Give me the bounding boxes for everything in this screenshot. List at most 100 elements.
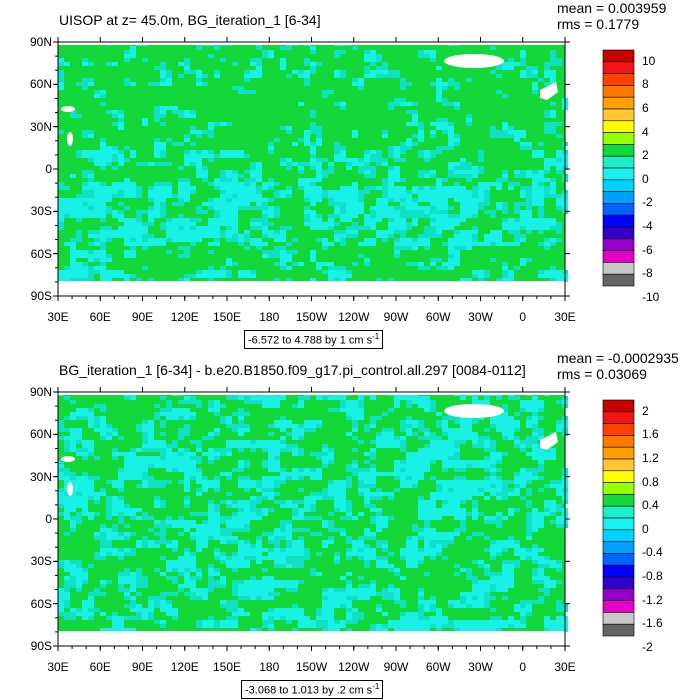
- field-cell: [322, 624, 328, 628]
- field-cell: [226, 420, 232, 424]
- field-cell: [124, 524, 130, 528]
- field-cell: [460, 524, 466, 528]
- field-cell: [304, 82, 310, 86]
- field-cell: [118, 210, 124, 214]
- field-cell: [202, 202, 208, 206]
- field-cell: [526, 226, 532, 230]
- field-cell: [406, 480, 412, 484]
- field-cell: [112, 158, 118, 162]
- field-cell: [406, 536, 412, 540]
- field-cell: [232, 516, 238, 520]
- field-cell: [490, 608, 496, 612]
- field-cell: [340, 234, 346, 238]
- field-cell: [100, 218, 106, 222]
- field-cell: [124, 158, 130, 162]
- field-cell: [292, 162, 298, 166]
- field-cell: [550, 448, 556, 452]
- field-cell: [298, 70, 304, 74]
- field-cell: [406, 616, 412, 620]
- field-cell: [448, 432, 454, 436]
- field-cell: [412, 612, 418, 616]
- field-cell: [514, 170, 520, 174]
- field-cell: [70, 484, 76, 488]
- field-cell: [466, 162, 472, 166]
- field-cell: [190, 142, 196, 146]
- field-cell: [148, 214, 154, 218]
- field-cell: [430, 508, 436, 512]
- field-cell: [436, 508, 442, 512]
- field-cell: [166, 516, 172, 520]
- field-cell: [532, 70, 538, 74]
- field-cell: [106, 234, 112, 238]
- colorbar-label: -2: [642, 195, 653, 210]
- field-cell: [460, 468, 466, 472]
- field-cell: [424, 174, 430, 178]
- field-cell: [214, 230, 220, 234]
- field-cell: [76, 568, 82, 572]
- field-cell: [472, 624, 478, 628]
- field-cell: [322, 456, 328, 460]
- field-cell: [166, 564, 172, 568]
- field-cell: [184, 138, 190, 142]
- field-cell: [430, 170, 436, 174]
- field-cell: [514, 138, 520, 142]
- field-cell: [346, 270, 352, 274]
- field-cell: [226, 202, 232, 206]
- field-cell: [538, 78, 544, 82]
- field-cell: [490, 616, 496, 620]
- rms-stat: rms = 0.03069: [557, 366, 647, 382]
- field-cell: [310, 114, 316, 118]
- field-cell: [514, 206, 520, 210]
- field-cell: [394, 250, 400, 254]
- field-cell: [184, 592, 190, 596]
- field-cell: [442, 496, 448, 500]
- field-cell: [160, 110, 166, 114]
- field-cell: [298, 500, 304, 504]
- field-cell: [364, 242, 370, 246]
- field-cell: [124, 576, 130, 580]
- field-cell: [256, 190, 262, 194]
- field-cell: [184, 412, 190, 416]
- field-cell: [316, 608, 322, 612]
- field-cell: [412, 142, 418, 146]
- colorbar-swatch: [602, 553, 635, 566]
- field-cell: [280, 420, 286, 424]
- field-cell: [442, 484, 448, 488]
- field-cell: [256, 246, 262, 250]
- field-cell: [262, 616, 268, 620]
- field-cell: [430, 460, 436, 464]
- field-cell: [76, 202, 82, 206]
- field-cell: [268, 440, 274, 444]
- field-cell: [436, 456, 442, 460]
- field-cell: [76, 516, 82, 520]
- field-cell: [58, 82, 64, 86]
- field-cell: [316, 218, 322, 222]
- field-cell: [154, 444, 160, 448]
- field-cell: [94, 158, 100, 162]
- field-cell: [358, 480, 364, 484]
- field-cell: [214, 452, 220, 456]
- field-cell: [130, 584, 136, 588]
- plot-title: UISOP at z= 45.0m, BG_iteration_1 [6-34]: [59, 12, 321, 28]
- field-cell: [184, 480, 190, 484]
- field-cell: [286, 162, 292, 166]
- field-cell: [520, 186, 526, 190]
- field-cell: [544, 74, 550, 78]
- field-cell: [130, 460, 136, 464]
- field-cell: [448, 460, 454, 464]
- field-cell: [70, 580, 76, 584]
- field-cell: [496, 230, 502, 234]
- field-cell: [232, 556, 238, 560]
- field-cell: [184, 238, 190, 242]
- field-cell: [118, 532, 124, 536]
- field-cell: [130, 580, 136, 584]
- field-cell: [388, 102, 394, 106]
- field-cell: [130, 218, 136, 222]
- colorbar-swatch: [602, 144, 635, 157]
- field-cell: [484, 536, 490, 540]
- field-cell: [124, 278, 130, 282]
- field-cell: [436, 548, 442, 552]
- field-cell: [136, 468, 142, 472]
- field-cell: [184, 186, 190, 190]
- field-cell: [244, 198, 250, 202]
